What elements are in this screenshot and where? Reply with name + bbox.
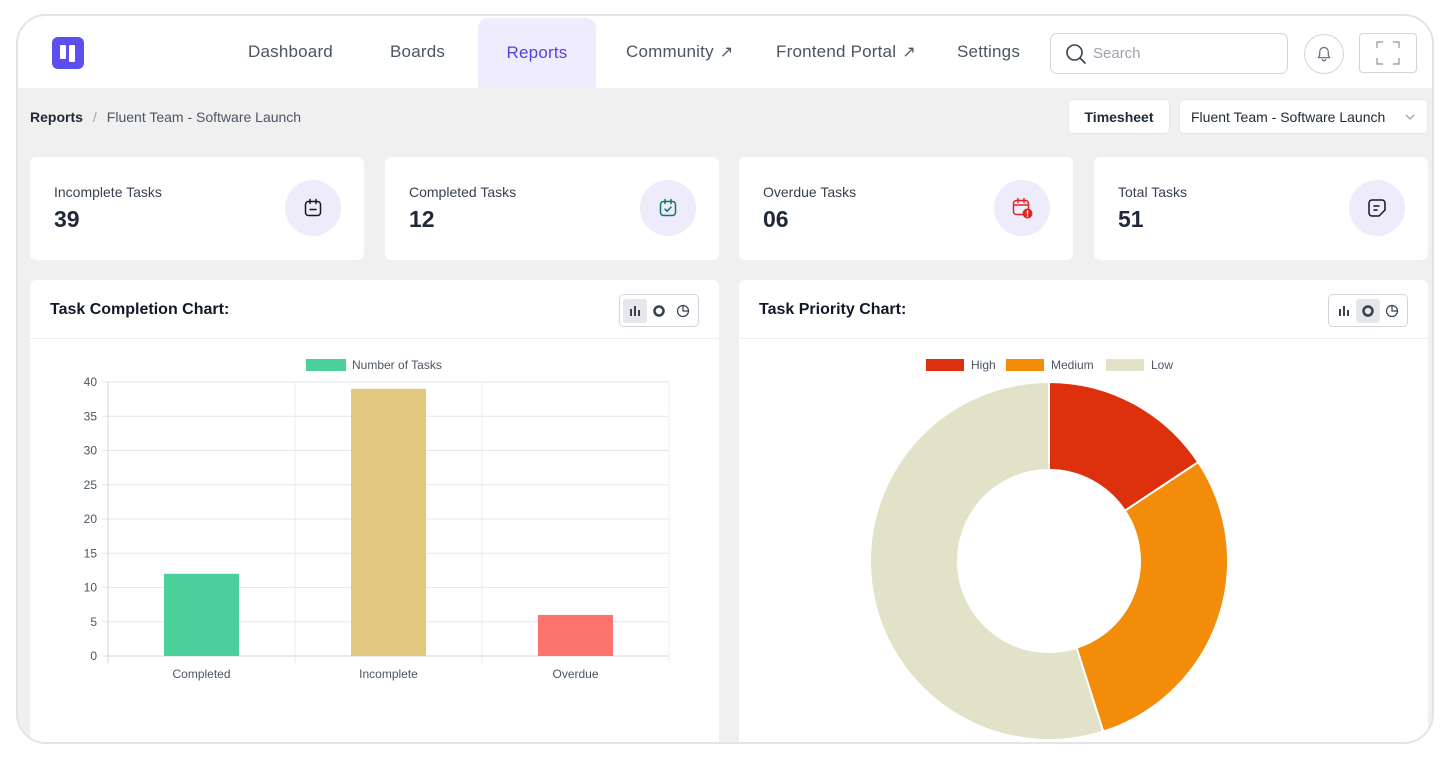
- legend-label: Medium: [1051, 358, 1094, 372]
- search-box[interactable]: [1050, 33, 1288, 74]
- stat-card-overdue: Overdue Tasks 06: [739, 157, 1073, 260]
- stat-label: Completed Tasks: [409, 184, 517, 200]
- x-tick-label: Incomplete: [359, 667, 418, 681]
- task-completion-panel: Task Completion Chart: Number of Tasks 0 5…: [30, 280, 719, 742]
- y-tick-label: 20: [84, 512, 98, 526]
- stat-value: 06: [763, 206, 789, 232]
- bar-incomplete: [351, 388, 426, 656]
- y-tick-label: 10: [84, 581, 98, 595]
- search-icon: [1066, 43, 1086, 64]
- panel-title: Task Priority Chart:: [759, 301, 907, 318]
- bar-overdue: [538, 614, 613, 656]
- legend-label: Low: [1151, 358, 1173, 372]
- breadcrumb: Reports / Fluent Team - Software Launch: [30, 109, 301, 125]
- legend-label: Number of Tasks: [352, 358, 442, 372]
- nav-frontend-portal-label: Frontend Portal: [776, 42, 897, 61]
- pie-chart-icon: [1385, 304, 1399, 317]
- calendar-minus-icon: [304, 198, 322, 217]
- donut-chart-toggle[interactable]: [1356, 298, 1380, 323]
- search-input[interactable]: [1093, 45, 1273, 62]
- stat-value: 51: [1118, 206, 1144, 232]
- nav-boards-label: Boards: [390, 42, 446, 61]
- panel-title: Task Completion Chart:: [50, 301, 230, 318]
- nav-frontend-portal[interactable]: Frontend Portal ↗: [776, 16, 916, 88]
- stat-value: 39: [54, 206, 80, 232]
- app-window: Dashboard Boards Reports Community ↗ Fro…: [16, 14, 1434, 744]
- stat-card-completed: Completed Tasks 12: [385, 157, 719, 260]
- y-tick-label: 25: [84, 478, 98, 492]
- chart-legend: Number of Tasks: [306, 358, 442, 372]
- nav-reports-label: Reports: [506, 43, 568, 62]
- nav-dashboard-label: Dashboard: [248, 42, 333, 61]
- chart-type-toggle: [619, 294, 699, 327]
- bar-chart-toggle[interactable]: [1332, 299, 1356, 323]
- top-navigation: Dashboard Boards Reports Community ↗ Fro…: [18, 16, 1432, 88]
- chevron-down-icon: [1405, 114, 1415, 120]
- calendar-check-icon: [659, 198, 677, 217]
- legend-swatch: [306, 359, 346, 371]
- breadcrumb-current: Fluent Team - Software Launch: [106, 109, 302, 125]
- fluent-boards-logo[interactable]: [52, 37, 84, 69]
- nav-boards[interactable]: Boards: [390, 16, 445, 88]
- nav-community-label: Community: [626, 42, 714, 61]
- y-tick-label: 30: [84, 444, 98, 458]
- stat-label: Overdue Tasks: [763, 184, 857, 200]
- board-select-value: Fluent Team - Software Launch: [1191, 108, 1386, 125]
- bar-completed: [164, 573, 239, 656]
- x-tick-label: Overdue: [552, 667, 598, 681]
- slice-low: [869, 380, 1105, 741]
- external-link-icon: ↗: [719, 44, 734, 61]
- nav-settings-label: Settings: [957, 42, 1021, 61]
- pie-chart-toggle[interactable]: [1380, 299, 1404, 323]
- external-link-icon: ↗: [902, 44, 916, 61]
- chart-legend: High Medium Low: [926, 358, 1173, 372]
- legend-swatch: [1106, 359, 1144, 371]
- breadcrumb-separator: /: [92, 109, 97, 125]
- notifications-button[interactable]: [1304, 34, 1344, 74]
- legend-swatch: [926, 359, 964, 371]
- y-tick-label: 5: [90, 615, 97, 629]
- nav-community[interactable]: Community ↗: [626, 16, 733, 88]
- nav-settings[interactable]: Settings: [957, 16, 1020, 88]
- y-tick-label: 15: [84, 546, 98, 560]
- bar-chart-icon: [1339, 305, 1349, 316]
- legend-swatch: [1006, 359, 1044, 371]
- bell-icon: [1317, 46, 1331, 62]
- donut-chart-icon: [653, 304, 665, 317]
- task-priority-chart: High Medium Low: [869, 358, 1229, 741]
- task-sheet-icon: [1368, 199, 1386, 217]
- stat-card-total: Total Tasks 51: [1094, 157, 1428, 260]
- calendar-alert-icon: [1012, 197, 1033, 219]
- slice-medium: [1075, 460, 1229, 733]
- y-tick-label: 0: [90, 649, 97, 663]
- legend-label: High: [971, 358, 996, 372]
- task-completion-chart: Number of Tasks 0 5 10 15 20 25 30 35 40 Completed…: [84, 358, 670, 681]
- fullscreen-button[interactable]: [1359, 33, 1417, 73]
- x-tick-label: Completed: [172, 667, 230, 681]
- timesheet-button[interactable]: Timesheet: [1068, 99, 1170, 134]
- board-select[interactable]: Fluent Team - Software Launch: [1179, 99, 1428, 134]
- pie-chart-icon: [676, 304, 690, 317]
- nav-reports[interactable]: Reports: [478, 18, 596, 88]
- stat-label: Incomplete Tasks: [54, 184, 162, 200]
- breadcrumb-root[interactable]: Reports: [30, 109, 83, 125]
- donut-chart-toggle[interactable]: [647, 299, 671, 323]
- pie-chart-toggle[interactable]: [671, 299, 695, 323]
- y-tick-label: 40: [84, 375, 98, 389]
- donut-chart-icon: [1362, 304, 1374, 317]
- stat-label: Total Tasks: [1118, 184, 1187, 200]
- task-priority-panel: Task Priority Chart: High Medium Low: [739, 280, 1428, 742]
- chart-type-toggle: [1328, 294, 1408, 327]
- stat-card-incomplete: Incomplete Tasks 39: [30, 157, 364, 260]
- y-tick-label: 35: [84, 409, 98, 423]
- bar-chart-icon: [630, 305, 640, 316]
- stat-value: 12: [409, 206, 435, 232]
- nav-dashboard[interactable]: Dashboard: [248, 16, 333, 88]
- bar-chart-toggle[interactable]: [623, 298, 647, 323]
- fullscreen-icon: [1376, 41, 1400, 65]
